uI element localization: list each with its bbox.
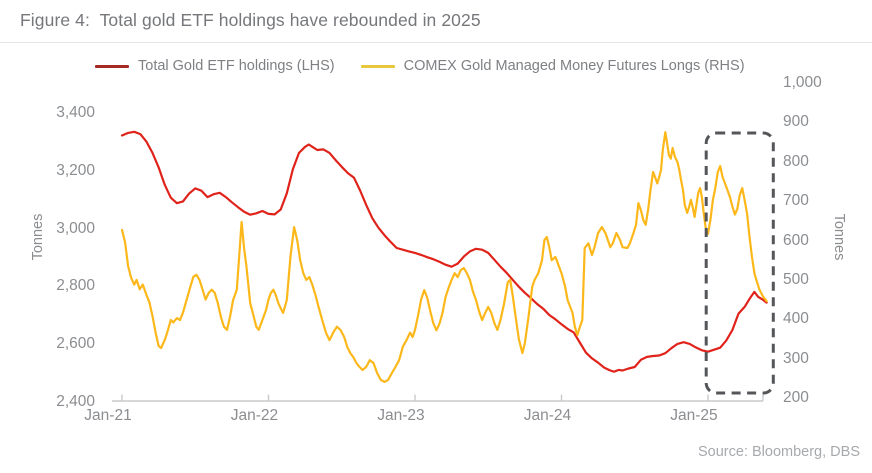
legend-label-comex-longs: COMEX Gold Managed Money Futures Longs (… — [403, 58, 745, 74]
x-axis-tick-label: Jan-24 — [523, 407, 572, 424]
left-axis-tick-label: 3,400 — [56, 104, 95, 121]
right-axis-tick-label: 900 — [783, 113, 809, 131]
x-axis-tick-label: Jan-23 — [377, 407, 425, 424]
right-axis-tick-label: 1,000 — [783, 74, 822, 91]
etf-holdings-line — [120, 130, 768, 373]
red-line-swatch-icon — [95, 64, 129, 68]
right-axis-tick-label: 300 — [783, 349, 809, 367]
x-axis-tick-label: Jan-22 — [230, 407, 279, 424]
chart-legend: Total Gold ETF holdings (LHS) COMEX Gold… — [95, 58, 745, 74]
right-axis-tick-label: 800 — [783, 152, 809, 170]
legend-label-etf-holdings: Total Gold ETF holdings (LHS) — [138, 58, 335, 74]
right-axis-tick-label: 400 — [783, 310, 809, 328]
x-axis-tick-label: Jan-25 — [670, 407, 718, 424]
highlight-box-2025 — [704, 131, 775, 395]
right-axis-tick-label: 500 — [783, 270, 809, 288]
right-axis-title: Tonnes — [831, 213, 847, 261]
left-axis-tick-label: 2,800 — [56, 277, 95, 295]
right-axis-tick-label: 600 — [783, 231, 809, 249]
source-note: Source: Bloomberg, DBS — [698, 444, 860, 460]
legend-item-etf-holdings: Total Gold ETF holdings (LHS) — [95, 58, 335, 74]
left-axis-tick-label: 3,000 — [56, 219, 95, 237]
left-axis-tick-label: 2,600 — [56, 335, 95, 353]
yellow-line-swatch-icon — [360, 64, 395, 68]
figure-title: Figure 4: Total gold ETF holdings have r… — [20, 10, 481, 30]
left-axis-tick-label: 3,200 — [56, 161, 95, 179]
left-axis-title: Tonnes — [30, 213, 46, 261]
title-divider — [0, 42, 872, 43]
comex-longs-line — [120, 131, 768, 383]
right-axis-tick-label: 200 — [783, 389, 809, 406]
x-axis-tick-label: Jan-21 — [84, 407, 132, 424]
right-axis-tick-label: 700 — [783, 192, 809, 210]
legend-item-comex-longs: COMEX Gold Managed Money Futures Longs (… — [360, 58, 745, 74]
left-axis-tick-label: 2,400 — [56, 393, 95, 410]
